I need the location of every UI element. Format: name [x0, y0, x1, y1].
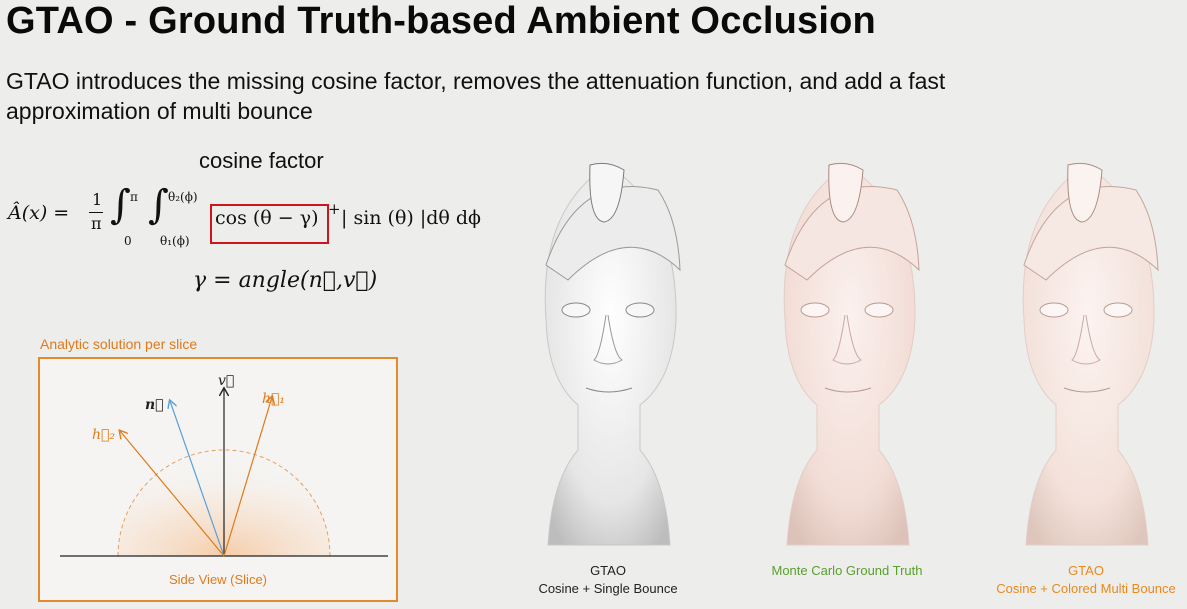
int1-lower: 0: [124, 234, 132, 248]
gamma-definition: γ = angle(n⃗,v⃗): [193, 268, 378, 293]
face-render-gtao-multi: [986, 150, 1186, 565]
integral-2: ∫: [148, 182, 169, 228]
caption-gtao-multi-line1: GTAO: [1068, 563, 1104, 578]
formula-frac-bar: [89, 212, 103, 213]
horizon-vector-1: [223, 397, 272, 557]
face-render-monte-carlo: [747, 150, 947, 565]
caption-gtao-single-line1: GTAO: [590, 563, 626, 578]
diagram-caption: Side View (Slice): [168, 572, 268, 587]
formula-cos-sup: +: [328, 200, 341, 218]
formula-rest: | sin (θ) |dθ dϕ: [341, 207, 482, 229]
cosine-highlight-box: [210, 204, 329, 244]
formula-frac-den: π: [91, 214, 102, 233]
normal-vector: [170, 401, 225, 557]
int1-upper: π: [130, 190, 138, 204]
diagram-title: Analytic solution per slice: [40, 336, 198, 352]
cosine-factor-label: cosine factor: [199, 148, 324, 173]
int2-lower: θ₁(ϕ): [160, 234, 190, 248]
slice-diagram: v⃗ n⃗ h⃗₁ h⃗₂ Side View (Slice): [38, 357, 398, 602]
label-h1: h⃗₁: [262, 391, 285, 407]
slide-subtitle: GTAO introduces the missing cosine facto…: [6, 68, 946, 124]
hemisphere-arc: [117, 449, 331, 557]
caption-gtao-single: GTAO Cosine + Single Bounce: [518, 562, 698, 598]
ao-formula: Â(x) = 1 π ∫ π 0 ∫ θ₂(ϕ) θ₁(ϕ) cos (θ − …: [8, 182, 482, 260]
caption-gtao-multi: GTAO Cosine + Colored Multi Bounce: [986, 562, 1186, 598]
label-v: v⃗: [218, 373, 234, 389]
caption-monte-carlo-line1: Monte Carlo Ground Truth: [771, 563, 923, 578]
horizon-vector-2: [120, 431, 225, 557]
formula-lhs: Â(x) =: [8, 202, 70, 224]
caption-monte-carlo: Monte Carlo Ground Truth: [757, 562, 937, 580]
slide-title: GTAO - Ground Truth-based Ambient Occlus…: [6, 0, 876, 42]
caption-gtao-single-line2: Cosine + Single Bounce: [538, 581, 678, 596]
slice-diagram-svg: v⃗ n⃗ h⃗₁ h⃗₂: [60, 373, 388, 557]
caption-gtao-multi-line2: Cosine + Colored Multi Bounce: [996, 581, 1176, 596]
label-h2: h⃗₂: [92, 427, 115, 443]
face-render-gtao-single: [508, 150, 708, 565]
formula-frac-num: 1: [92, 190, 103, 209]
formula-cos-term: cos (θ − γ): [215, 207, 319, 229]
int2-upper: θ₂(ϕ): [168, 190, 198, 204]
label-n: n⃗: [145, 397, 164, 413]
integral-1: ∫: [110, 182, 131, 228]
